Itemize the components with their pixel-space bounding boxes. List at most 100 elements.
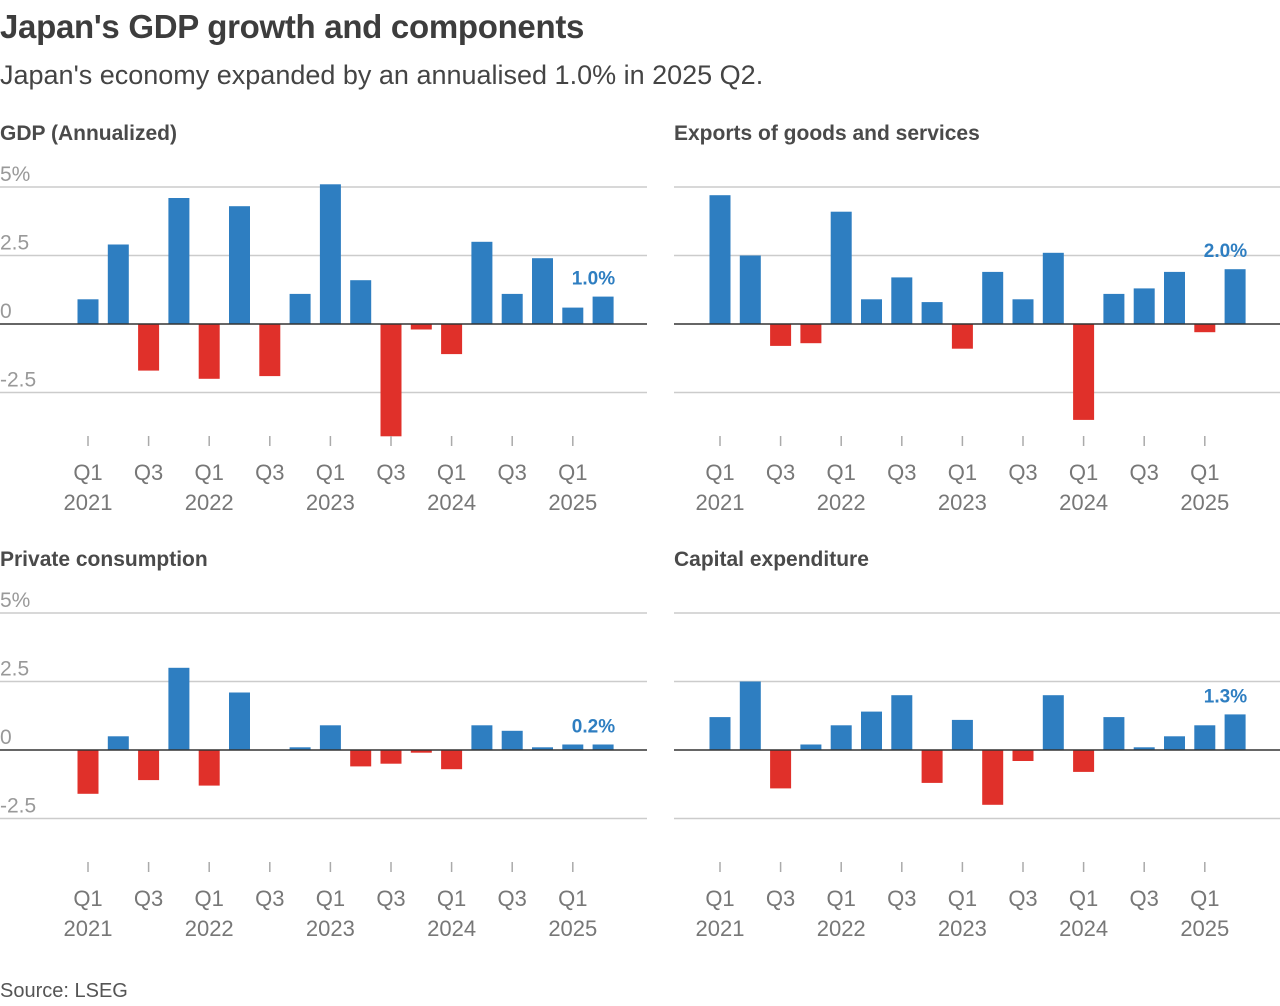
chart-2-bar	[1164, 271, 1185, 324]
charts-canvas: GDP (Annualized) 5% 2.5 0 -2.5 1.0% Q1 2021 Q3 Q1…	[0, 122, 1280, 941]
chart-2-bar	[739, 255, 761, 324]
chart-1-bar	[259, 324, 281, 377]
chart-2-xtick-quarter: Q1	[1190, 460, 1219, 485]
chart-3-xtick-quarter: Q3	[498, 886, 527, 911]
chart-3-bar	[168, 667, 190, 750]
page-title: Japan's GDP growth and components	[0, 8, 585, 45]
chart-2-bar	[951, 324, 973, 349]
chart-2-xtick-year: 2025	[1180, 490, 1229, 515]
chart-4-bar	[739, 681, 761, 750]
chart-3-bar	[471, 725, 493, 750]
chart-4-bar	[921, 750, 943, 783]
chart-1-ytick-label: -2.5	[0, 369, 36, 392]
chart-4-xtick-year: 2025	[1180, 916, 1229, 941]
chart-1-xtick-year: 2023	[306, 490, 355, 515]
chart-4-bar	[1194, 725, 1216, 750]
chart-1-bar	[198, 324, 220, 379]
chart-3-xtick-year: 2024	[427, 916, 476, 941]
chart-1: GDP (Annualized) 5% 2.5 0 -2.5 1.0% Q1 2021 Q3 Q1…	[0, 122, 647, 515]
chart-1-ytick-label: 5%	[0, 163, 30, 186]
chart-1-bar	[138, 324, 160, 371]
chart-3-xtick-quarter: Q3	[255, 886, 284, 911]
chart-4-xtick-quarter: Q1	[948, 886, 977, 911]
chart-1-bar	[592, 296, 614, 324]
chart-2-xtick-quarter: Q1	[705, 460, 734, 485]
chart-1-bar	[532, 258, 553, 324]
chart-3-bar	[107, 736, 129, 750]
chart-2-bar	[1103, 293, 1125, 324]
chart-4-bar	[1042, 695, 1064, 750]
chart-3-bar	[198, 750, 220, 786]
chart-4-xtick-year: 2023	[938, 916, 987, 941]
chart-1-xtick-quarter: Q1	[437, 460, 466, 485]
chart-3-xtick-quarter: Q3	[376, 886, 405, 911]
chart-3-ytick-label: 2.5	[0, 658, 29, 681]
chart-1-xtick-quarter: Q1	[316, 460, 345, 485]
chart-4-bar	[1164, 736, 1185, 750]
chart-3-xtick-quarter: Q1	[73, 886, 102, 911]
chart-3-xtick-quarter: Q1	[316, 886, 345, 911]
chart-4-bar	[709, 717, 731, 750]
chart-4-xtick-quarter: Q1	[705, 886, 734, 911]
chart-2-last-value-label: 2.0%	[1204, 241, 1247, 262]
chart-2-xtick-year: 2024	[1059, 490, 1108, 515]
chart-1-xtick-year: 2022	[185, 490, 234, 515]
chart-1-last-value-label: 1.0%	[572, 269, 615, 290]
chart-4-bar	[830, 725, 852, 750]
chart-1-xtick-quarter: Q1	[195, 460, 224, 485]
chart-2-bar	[1012, 299, 1034, 324]
chart-3-last-value-label: 0.2%	[572, 717, 615, 738]
chart-2-xtick-quarter: Q3	[1008, 460, 1037, 485]
chart-1-ytick-label: 2.5	[0, 232, 29, 255]
chart-3-bar	[441, 750, 463, 770]
chart-2-bar	[1224, 269, 1246, 324]
chart-1-xtick-quarter: Q3	[376, 460, 405, 485]
chart-1-bar	[289, 293, 311, 324]
chart-4-xtick-quarter: Q3	[1008, 886, 1037, 911]
chart-3-bar	[229, 692, 250, 750]
chart-4-bar	[861, 711, 882, 750]
chart-3-xtick-year: 2022	[185, 916, 234, 941]
chart-4-xtick-quarter: Q1	[1069, 886, 1098, 911]
chart-3-xtick-quarter: Q1	[195, 886, 224, 911]
chart-2-title: Exports of goods and services	[674, 122, 980, 145]
chart-3-bar	[592, 744, 614, 750]
chart-3-bar	[138, 750, 160, 781]
chart-2-xtick-quarter: Q1	[827, 460, 856, 485]
chart-3-ytick-label: 5%	[0, 589, 30, 612]
chart-3-xtick-quarter: Q1	[437, 886, 466, 911]
chart-1-xtick-quarter: Q3	[255, 460, 284, 485]
chart-2-bar	[1073, 324, 1095, 420]
chart-1-xtick-year: 2024	[427, 490, 476, 515]
chart-3-ytick-label: -2.5	[0, 795, 36, 818]
chart-4-bar	[1012, 750, 1034, 761]
chart-1-xtick-year: 2021	[64, 490, 113, 515]
chart-2-xtick-year: 2021	[696, 490, 745, 515]
page-subtitle: Japan's economy expanded by an annualise…	[0, 60, 764, 90]
chart-2-bar	[982, 271, 1004, 324]
chart-2-bar	[1194, 324, 1216, 333]
chart-1-xtick-year: 2025	[548, 490, 597, 515]
chart-2-bar	[891, 277, 913, 324]
chart-2-xtick-quarter: Q1	[948, 460, 977, 485]
chart-1-bar	[350, 280, 372, 324]
chart-1-bar	[168, 198, 190, 324]
chart-2-bar	[709, 195, 731, 324]
chart-1-xtick-quarter: Q1	[73, 460, 102, 485]
chart-4-xtick-year: 2024	[1059, 916, 1108, 941]
chart-4-xtick-quarter: Q3	[887, 886, 916, 911]
chart-1-bar	[562, 307, 584, 324]
chart-4-bar	[951, 719, 973, 750]
chart-3-title: Private consumption	[0, 548, 208, 571]
chart-4-bar	[770, 750, 792, 789]
chart-2-xtick-quarter: Q3	[887, 460, 916, 485]
chart-4-xtick-quarter: Q1	[827, 886, 856, 911]
chart-1-xtick-quarter: Q1	[558, 460, 587, 485]
chart-4-last-value-label: 1.3%	[1204, 686, 1247, 707]
chart-1-xtick-quarter: Q3	[498, 460, 527, 485]
chart-4-bar	[1224, 714, 1246, 750]
chart-1-bar	[410, 324, 432, 330]
chart-3-bar	[319, 725, 341, 750]
chart-4-bar	[800, 744, 822, 750]
chart-1-bar	[77, 299, 99, 324]
